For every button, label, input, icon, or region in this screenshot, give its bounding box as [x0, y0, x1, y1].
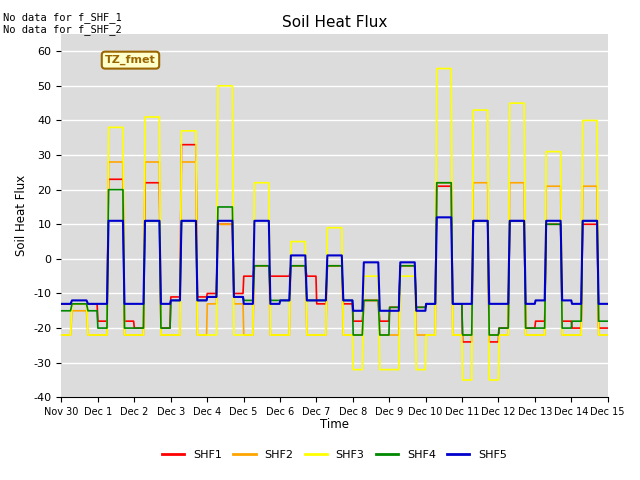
SHF4: [58, 308, 65, 313]
SHF5: [67, 299, 75, 305]
SHF2: [418, 332, 426, 338]
X-axis label: Time: Time: [320, 419, 349, 432]
SHF2: [209, 301, 216, 307]
SHF5: [208, 294, 216, 300]
SHF5: [604, 301, 612, 307]
SHF3: [433, 66, 440, 72]
Y-axis label: Soil Heat Flux: Soil Heat Flux: [15, 175, 28, 256]
SHF2: [402, 263, 410, 269]
SHF2: [180, 159, 188, 165]
SHF3: [179, 128, 187, 134]
Line: SHF5: SHF5: [61, 217, 608, 311]
SHF5: [349, 308, 357, 313]
SHF4: [208, 294, 216, 300]
SHF4: [179, 218, 187, 224]
SHF2: [105, 159, 113, 165]
SHF4: [402, 263, 410, 269]
Line: SHF1: SHF1: [61, 144, 608, 342]
SHF2: [67, 320, 75, 326]
SHF2: [58, 332, 65, 338]
SHF4: [349, 332, 357, 338]
Text: TZ_fmet: TZ_fmet: [105, 55, 156, 65]
SHF1: [459, 339, 467, 345]
SHF3: [124, 332, 131, 338]
SHF2: [124, 332, 132, 338]
SHF3: [604, 332, 612, 338]
SHF5: [402, 260, 410, 265]
Line: SHF2: SHF2: [61, 162, 608, 335]
SHF4: [124, 325, 131, 331]
SHF1: [418, 304, 426, 310]
Title: Soil Heat Flux: Soil Heat Flux: [282, 15, 387, 30]
SHF4: [433, 180, 440, 186]
SHF3: [459, 377, 467, 383]
SHF1: [180, 142, 188, 147]
Line: SHF4: SHF4: [61, 183, 608, 335]
SHF5: [58, 301, 65, 307]
SHF2: [604, 332, 612, 338]
Line: SHF3: SHF3: [61, 69, 608, 380]
SHF1: [58, 301, 65, 307]
SHF5: [124, 301, 131, 307]
SHF1: [67, 301, 75, 307]
SHF1: [124, 318, 131, 324]
Text: No data for f_SHF_1
No data for f_SHF_2: No data for f_SHF_1 No data for f_SHF_2: [3, 12, 122, 36]
SHF5: [179, 218, 187, 224]
SHF3: [208, 332, 216, 338]
SHF1: [604, 325, 612, 331]
SHF3: [58, 332, 65, 338]
SHF3: [67, 316, 75, 322]
SHF5: [433, 215, 440, 220]
SHF3: [401, 273, 409, 279]
SHF1: [178, 142, 186, 147]
SHF5: [418, 308, 426, 313]
SHF4: [67, 304, 75, 310]
SHF1: [209, 290, 216, 296]
SHF4: [418, 304, 426, 310]
Legend: SHF1, SHF2, SHF3, SHF4, SHF5: SHF1, SHF2, SHF3, SHF4, SHF5: [158, 445, 511, 465]
SHF1: [402, 263, 410, 269]
SHF4: [604, 318, 612, 324]
SHF3: [417, 367, 425, 372]
